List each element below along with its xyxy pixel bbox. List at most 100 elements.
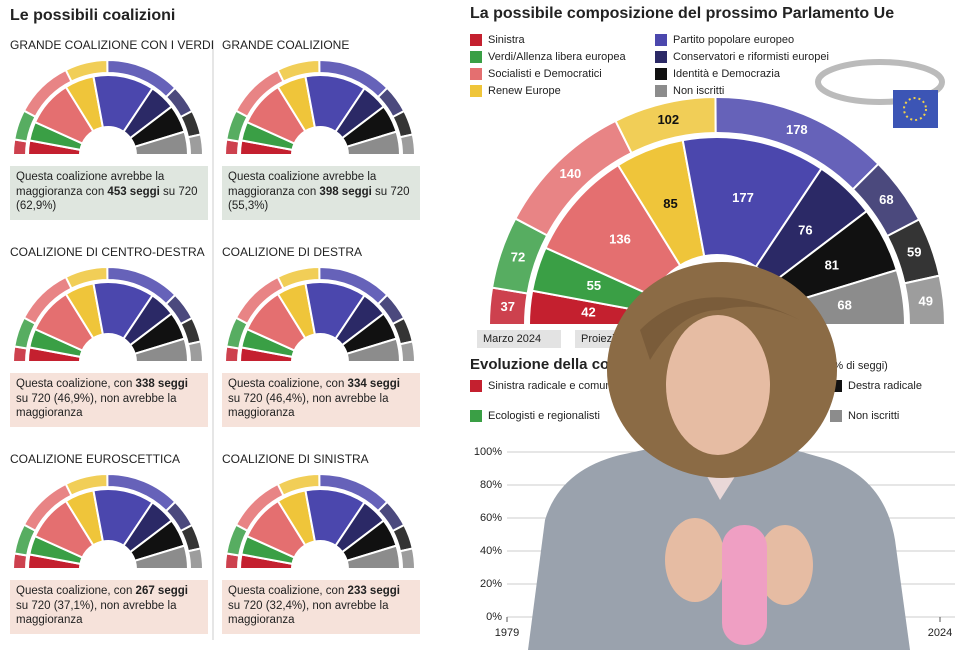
chart-subtitle: (% di seggi) <box>830 360 888 372</box>
legend-label: Destra radicale <box>848 380 922 392</box>
legend-label: Renew Europe <box>488 85 561 97</box>
note-text: Questa coalizione, con <box>16 378 136 390</box>
seat-label: 178 <box>786 122 808 137</box>
legend-label: Non iscritti <box>673 85 724 97</box>
note-text: Questa coalizione, con <box>228 378 348 390</box>
seat-segment <box>681 136 823 269</box>
y-tick-label: 80% <box>480 479 502 491</box>
legend-label: Socialisti e Democratici <box>488 68 602 80</box>
note-text: Questa coalizione avrebbe la maggioranza… <box>16 171 165 198</box>
legend-label: Non iscritti <box>848 410 899 422</box>
x-tick-label: 1979 <box>495 627 519 639</box>
seat-label: 81 <box>825 258 839 273</box>
legend-swatch <box>470 34 482 46</box>
coalition-title: COALIZIONE DI CENTRO-DESTRA <box>10 245 205 259</box>
note-text: su 720 (46,9%), non avrebbe la maggioran… <box>16 392 177 420</box>
seat-label: 140 <box>559 166 581 181</box>
seat-label: 102 <box>657 112 679 127</box>
photo-hair-front <box>640 297 800 360</box>
legend-label: Ecologisti e regionalisti <box>488 410 600 422</box>
photo-hand <box>665 518 725 602</box>
coalition-note: Questa coalizione, con 267 seggi su 720 … <box>10 580 208 634</box>
legend-label: Partito popolare europeo <box>673 34 794 46</box>
legend-swatch <box>830 410 842 422</box>
coalition-note: Questa coalizione, con 233 seggi su 720 … <box>222 580 420 634</box>
seat-label: 59 <box>907 244 921 259</box>
legend-label: Conservatori e riformisti europei <box>673 51 829 63</box>
seat-label: 42 <box>581 305 595 320</box>
note-text: 267 seggi <box>135 585 188 597</box>
note-text: Questa coalizione, con <box>228 585 348 597</box>
ring-tag-label: Marzo 2024 <box>483 333 541 345</box>
coalition-title: COALIZIONE DI SINISTRA <box>222 452 369 466</box>
legend-swatch <box>655 85 667 97</box>
legend-swatch <box>470 410 482 422</box>
seat-label: 49 <box>919 294 933 309</box>
legend-swatch <box>470 68 482 80</box>
y-tick-label: 20% <box>480 578 502 590</box>
note-text: su 720 (55,3%) <box>228 185 410 213</box>
ring-tag <box>477 330 561 348</box>
y-tick-label: 0% <box>486 611 502 623</box>
seat-label: 177 <box>732 190 754 205</box>
coalition-note: Questa coalizione avrebbe la maggioranza… <box>222 166 420 220</box>
legend-swatch <box>655 51 667 63</box>
legend-label: Sinistra radicale e comunisti <box>488 380 625 392</box>
seat-label: 37 <box>500 299 514 314</box>
chart-title: La possibile composizione del prossimo P… <box>470 5 894 22</box>
seat-segment <box>133 130 190 156</box>
note-text: su 720 (32,4%), non avrebbe la maggioran… <box>228 599 389 627</box>
photo <box>528 262 910 650</box>
seat-segment <box>345 130 402 156</box>
note-text: 334 seggi <box>347 378 400 390</box>
seat-segment <box>133 337 190 363</box>
legend-label: Sinistra <box>488 34 526 46</box>
coalition-title: GRANDE COALIZIONE <box>222 38 349 52</box>
coalitions-title: Le possibili coalizioni <box>10 7 175 24</box>
note-text: su 720 (37,1%), non avrebbe la maggioran… <box>16 599 177 627</box>
note-text: Questa coalizione avrebbe la maggioranza… <box>228 171 377 198</box>
note-text: 233 seggi <box>347 585 400 597</box>
seat-segment <box>398 547 417 570</box>
seat-label: 55 <box>587 278 601 293</box>
legend-label: Verdi/Allenza libera europea <box>488 51 626 63</box>
y-tick-label: 100% <box>474 446 502 458</box>
photo-hand <box>757 525 813 605</box>
seat-segment <box>345 337 402 363</box>
y-tick-label: 60% <box>480 512 502 524</box>
y-tick-label: 40% <box>480 545 502 557</box>
seat-segment <box>186 547 205 570</box>
legend-swatch <box>470 380 482 392</box>
coalition-note: Questa coalizione, con 338 seggi su 720 … <box>10 373 208 427</box>
note-text: 338 seggi <box>135 378 188 390</box>
seat-segment <box>186 340 205 363</box>
seat-segment <box>345 544 402 570</box>
coalition-title: GRANDE COALIZIONE CON I VERDI <box>10 38 214 52</box>
seat-label: 72 <box>511 249 525 264</box>
seat-segment <box>133 544 190 570</box>
legend-label: Identità e Democrazia <box>673 68 781 80</box>
x-tick-label: 2024 <box>928 627 952 639</box>
seat-label: 68 <box>879 192 893 207</box>
photo-face <box>666 315 770 455</box>
coalition-title: COALIZIONE EUROSCETTICA <box>10 452 180 466</box>
photo-piggy <box>722 525 767 645</box>
note-text: su 720 (62,9%) <box>16 185 198 213</box>
seat-segment <box>186 133 205 156</box>
parliament-icon <box>815 59 945 128</box>
seat-segment <box>398 133 417 156</box>
coalition-note: Questa coalizione, con 334 seggi su 720 … <box>222 373 420 427</box>
note-text: su 720 (46,4%), non avrebbe la maggioran… <box>228 392 389 420</box>
seat-label: 136 <box>609 231 631 246</box>
seat-label: 68 <box>837 297 851 312</box>
coalition-title: COALIZIONE DI DESTRA <box>222 245 362 259</box>
legend-swatch <box>655 34 667 46</box>
seat-label: 85 <box>663 196 677 211</box>
note-text: 398 seggi <box>319 185 372 198</box>
seat-label: 76 <box>798 222 812 237</box>
legend-swatch <box>470 85 482 97</box>
legend-swatch <box>470 51 482 63</box>
seat-segment <box>398 340 417 363</box>
